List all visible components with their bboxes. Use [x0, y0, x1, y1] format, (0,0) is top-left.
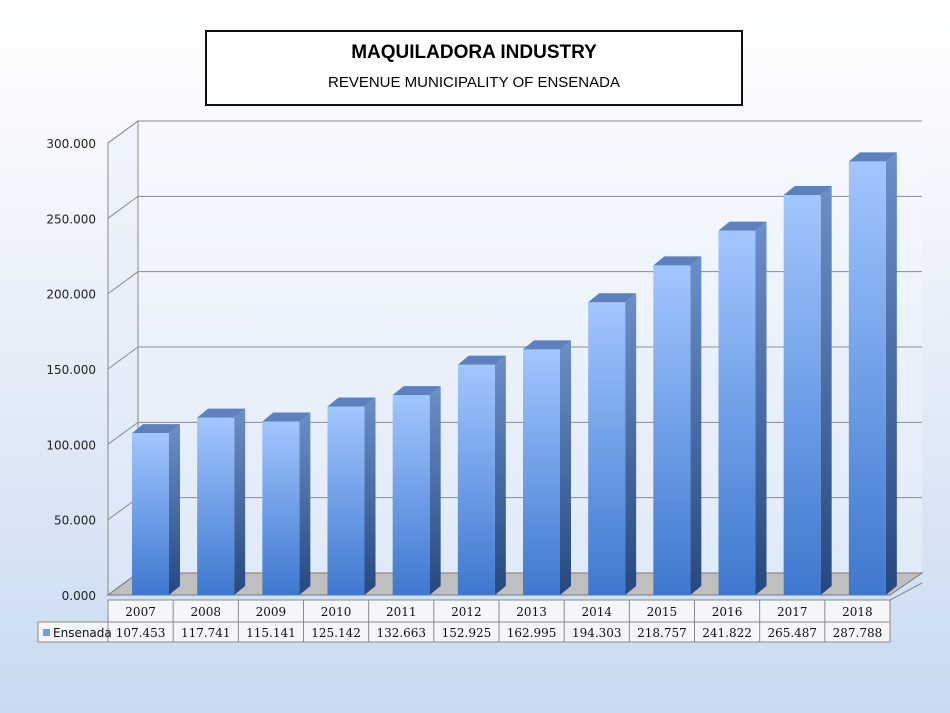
bar	[197, 417, 235, 595]
bar	[262, 421, 300, 595]
x-tick-label: 2017	[777, 605, 808, 619]
y-tick-label: 0.000	[62, 589, 96, 603]
y-tick-label: 150.000	[46, 363, 96, 377]
bar-side	[494, 355, 506, 595]
bar-side	[560, 340, 571, 595]
bar-side	[885, 152, 897, 595]
bar-side	[429, 386, 441, 595]
bar	[392, 395, 430, 595]
bar-top	[588, 293, 637, 303]
gridline	[107, 195, 922, 219]
bar-side	[299, 412, 311, 595]
x-tick-label: 2011	[386, 605, 417, 619]
data-label: 152.925	[442, 626, 492, 640]
bar-top	[783, 185, 832, 195]
data-label: 265.487	[767, 626, 817, 640]
y-tick-label: 300.000	[46, 137, 96, 151]
chart-title: MAQUILADORA INDUSTRY	[351, 42, 597, 63]
data-label: 125.142	[311, 626, 361, 640]
bar-top	[132, 424, 180, 434]
data-label: 132.663	[376, 626, 426, 640]
chart-subtitle: REVENUE MUNICIPALITY OF ENSENADA	[327, 74, 620, 91]
x-tick-label: 2012	[451, 605, 482, 619]
data-label: 117.741	[181, 626, 231, 640]
bar-side	[364, 397, 376, 595]
bar-top	[392, 386, 441, 396]
bar-top	[718, 221, 767, 231]
bar-top	[653, 256, 702, 266]
bar	[523, 349, 560, 595]
y-tick-label: 100.000	[46, 438, 96, 452]
bar-side	[820, 185, 832, 596]
data-label: 218.757	[637, 626, 687, 640]
x-tick-label: 2018	[842, 605, 873, 619]
x-tick-label: 2013	[516, 605, 547, 619]
x-tick-label: 2007	[125, 605, 156, 619]
legend-label: Ensenada	[53, 626, 112, 640]
gridline	[107, 120, 922, 144]
bar-top	[262, 412, 311, 422]
data-label: 115.141	[246, 626, 296, 640]
bar-side	[625, 293, 637, 595]
bar	[783, 194, 821, 596]
x-tick-label: 2009	[256, 605, 287, 619]
x-tick-label: 2016	[712, 605, 743, 619]
y-tick-label: 200.000	[46, 288, 96, 302]
bar	[653, 265, 691, 595]
data-label: 287.788	[833, 626, 883, 640]
bar-side	[755, 221, 767, 595]
data-label: 107.453	[116, 626, 166, 640]
bar	[588, 302, 626, 595]
y-tick-label: 50.000	[54, 514, 96, 528]
bar-side	[234, 408, 246, 595]
x-tick-label: 2010	[321, 605, 352, 619]
bar-top	[523, 340, 571, 350]
data-label: 194.303	[572, 626, 622, 640]
bar	[327, 406, 365, 595]
bar-side	[169, 424, 180, 595]
data-label: 241.822	[702, 626, 752, 640]
x-tick-label: 2008	[190, 605, 221, 619]
bar	[457, 364, 495, 595]
bar	[848, 161, 886, 595]
bar-top	[457, 355, 506, 365]
y-tick-label: 250.000	[46, 212, 96, 226]
table-edge	[889, 582, 923, 601]
bar-top	[327, 397, 376, 407]
x-tick-label: 2015	[647, 605, 678, 619]
data-label: 162.995	[507, 626, 557, 640]
bar-side	[690, 256, 702, 595]
bar	[132, 433, 169, 595]
bar-top	[197, 408, 246, 418]
bar-top	[848, 152, 897, 162]
chart-title-box: MAQUILADORA INDUSTRY REVENUE MUNICIPALIT…	[205, 30, 743, 106]
legend-swatch	[43, 629, 50, 636]
x-tick-label: 2014	[581, 605, 612, 619]
bar	[718, 230, 756, 595]
